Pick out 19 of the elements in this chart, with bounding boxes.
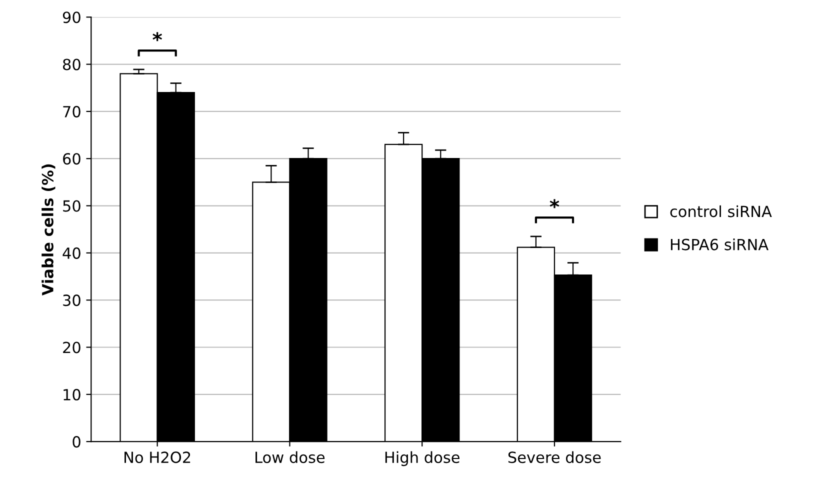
legend-label: HSPA6 siRNA xyxy=(670,238,768,250)
y-tick-label: 40 xyxy=(62,247,80,259)
legend-label: control siRNA xyxy=(670,205,772,218)
y-tick-label: 20 xyxy=(63,342,80,354)
y-tick-label: 60 xyxy=(63,153,80,165)
y-tick-label: 70 xyxy=(63,106,80,118)
annotation: * xyxy=(152,32,162,42)
y-tick-label: 90 xyxy=(62,12,80,24)
x-tick-label: No H2O2 xyxy=(124,452,190,464)
y-tick-label: 10 xyxy=(64,388,80,400)
y-tick-label: 50 xyxy=(63,200,80,212)
y-tick-label: 0 xyxy=(72,436,80,448)
y-tick-label: 30 xyxy=(63,294,80,306)
annotation: * xyxy=(550,199,560,208)
y-tick-label: 80 xyxy=(63,58,80,70)
x-tick-label: High dose xyxy=(385,451,460,466)
y-axis-title: Viable cells (%) xyxy=(42,164,56,296)
x-tick-label: Low dose xyxy=(256,451,325,464)
x-tick-label: Severe dose xyxy=(508,451,601,464)
